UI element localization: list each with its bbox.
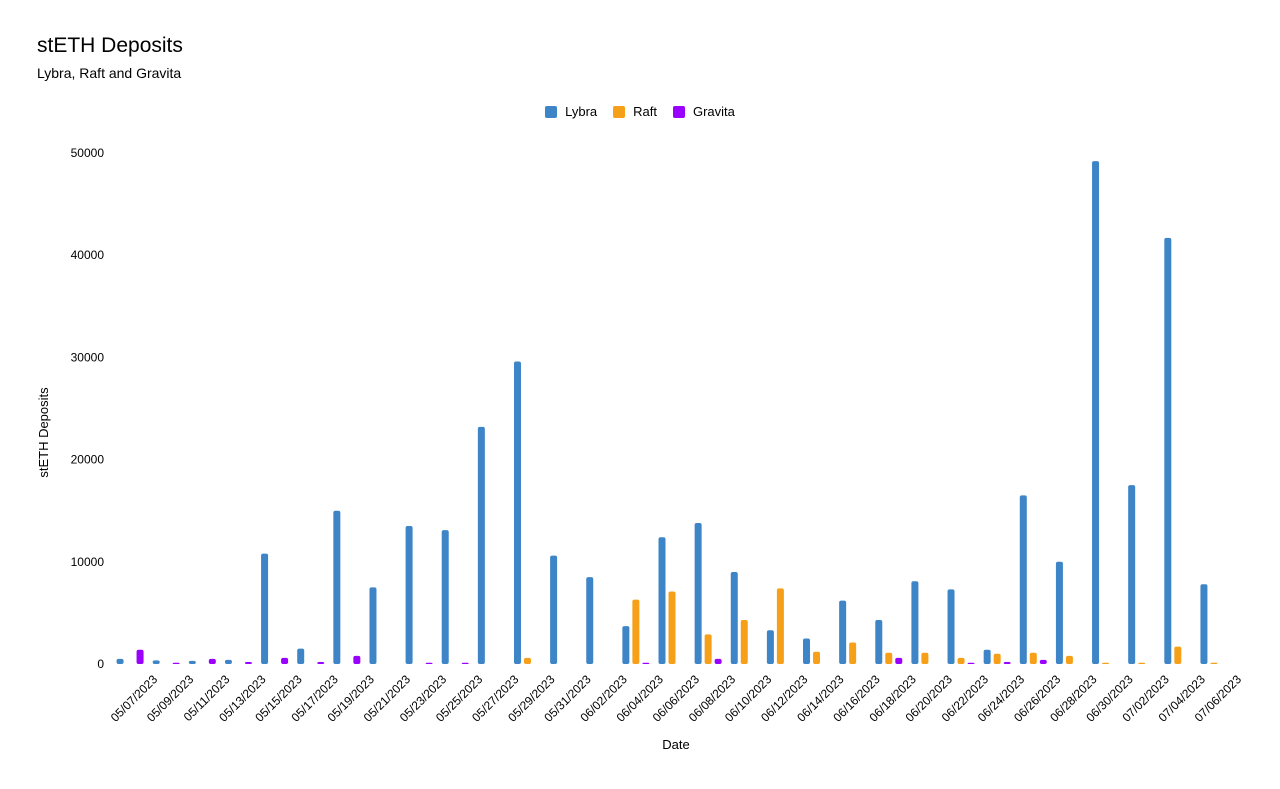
legend-label-raft: Raft <box>633 104 657 119</box>
bar-raft[interactable] <box>704 634 712 664</box>
bar-lybra[interactable] <box>261 553 269 664</box>
bar-lybra[interactable] <box>513 361 521 664</box>
bar-lybra[interactable] <box>333 510 341 664</box>
bar-lybra[interactable] <box>947 589 955 664</box>
bar-lybra[interactable] <box>1055 561 1063 664</box>
bar-lybra[interactable] <box>983 649 991 664</box>
bar-raft[interactable] <box>921 652 929 664</box>
bar-lybra[interactable] <box>297 648 305 664</box>
bar-lybra[interactable] <box>875 620 883 664</box>
legend-label-gravita: Gravita <box>692 104 735 119</box>
bar-raft[interactable] <box>632 599 640 664</box>
legend-swatch-raft <box>613 105 626 118</box>
bar-lybra[interactable] <box>766 630 774 664</box>
y-tick-label: 20000 <box>71 453 105 467</box>
bar-lybra[interactable] <box>405 526 413 664</box>
bar-raft[interactable] <box>1102 662 1110 664</box>
chart-title: stETH Deposits <box>37 34 183 57</box>
bar-gravita[interactable] <box>1003 661 1011 664</box>
bar-lybra[interactable] <box>622 626 630 664</box>
legend-label-lybra: Lybra <box>565 104 598 119</box>
bar-raft[interactable] <box>993 653 1001 664</box>
legend-swatch-lybra <box>545 105 558 118</box>
bar-lybra[interactable] <box>658 537 666 664</box>
bar-lybra[interactable] <box>116 658 124 664</box>
bar-raft[interactable] <box>1138 662 1146 664</box>
bar-gravita[interactable] <box>714 658 722 664</box>
bar-gravita[interactable] <box>317 661 325 664</box>
chart-subtitle: Lybra, Raft and Gravita <box>37 65 182 81</box>
bar-gravita[interactable] <box>172 662 180 664</box>
bar-lybra[interactable] <box>441 530 449 664</box>
y-tick-label: 30000 <box>71 350 105 364</box>
bar-lybra[interactable] <box>477 426 485 664</box>
y-tick-label: 50000 <box>71 146 105 160</box>
bar-raft[interactable] <box>849 642 857 664</box>
bar-gravita[interactable] <box>895 657 903 664</box>
y-tick-label: 10000 <box>71 555 105 569</box>
bar-lybra[interactable] <box>730 572 738 664</box>
bar-raft[interactable] <box>957 657 965 664</box>
bar-gravita[interactable] <box>642 662 650 664</box>
bar-raft[interactable] <box>1065 655 1073 664</box>
bar-raft[interactable] <box>1210 662 1218 664</box>
bar-lybra[interactable] <box>839 600 847 664</box>
legend-swatch-gravita <box>672 105 685 118</box>
x-axis-title: Date <box>662 737 689 752</box>
bar-lybra[interactable] <box>1019 495 1027 664</box>
bar-gravita[interactable] <box>244 661 252 664</box>
bar-lybra[interactable] <box>550 555 558 664</box>
bar-lybra[interactable] <box>803 638 811 664</box>
bar-lybra[interactable] <box>188 660 196 664</box>
bar-gravita[interactable] <box>967 662 975 664</box>
bar-lybra[interactable] <box>369 587 377 664</box>
y-tick-label: 40000 <box>71 248 105 262</box>
bar-gravita[interactable] <box>461 662 469 664</box>
bar-gravita[interactable] <box>1039 659 1047 664</box>
bar-lybra[interactable] <box>694 522 702 664</box>
bar-lybra[interactable] <box>1200 584 1208 664</box>
bar-raft[interactable] <box>740 620 748 664</box>
y-tick-label: 0 <box>97 657 104 671</box>
bar-lybra[interactable] <box>586 577 594 664</box>
bar-gravita[interactable] <box>425 662 433 664</box>
bar-lybra[interactable] <box>152 660 160 664</box>
legend-item-gravita[interactable]: Gravita <box>672 104 735 119</box>
bar-gravita[interactable] <box>281 657 289 664</box>
bar-raft[interactable] <box>1029 652 1037 664</box>
bar-lybra[interactable] <box>911 581 919 664</box>
bar-raft[interactable] <box>668 591 676 664</box>
bar-raft[interactable] <box>1174 646 1182 664</box>
bar-raft[interactable] <box>776 588 784 664</box>
bar-lybra[interactable] <box>1128 485 1136 664</box>
bar-lybra[interactable] <box>1092 161 1100 664</box>
y-axis-title: stETH Deposits <box>36 387 51 478</box>
chart-legend: Lybra Raft Gravita <box>0 104 1280 119</box>
bar-raft[interactable] <box>885 652 893 664</box>
bar-gravita[interactable] <box>353 655 361 664</box>
bar-raft[interactable] <box>813 651 821 664</box>
bar-gravita[interactable] <box>136 649 144 664</box>
bar-raft[interactable] <box>523 657 531 664</box>
bar-lybra[interactable] <box>224 659 232 664</box>
bar-gravita[interactable] <box>208 658 216 664</box>
legend-item-lybra[interactable]: Lybra <box>545 104 597 119</box>
bar-lybra[interactable] <box>1164 237 1172 665</box>
legend-item-raft[interactable]: Raft <box>613 104 657 119</box>
